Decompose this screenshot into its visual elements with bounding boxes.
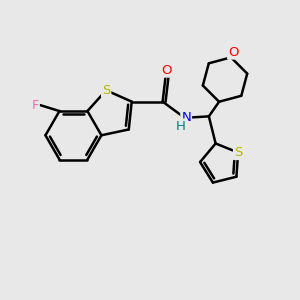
Text: S: S bbox=[102, 84, 110, 97]
Text: S: S bbox=[234, 146, 242, 159]
Text: O: O bbox=[228, 46, 238, 59]
Text: N: N bbox=[181, 111, 191, 124]
Text: O: O bbox=[161, 64, 171, 76]
Text: F: F bbox=[31, 99, 39, 112]
Text: H: H bbox=[176, 120, 186, 133]
